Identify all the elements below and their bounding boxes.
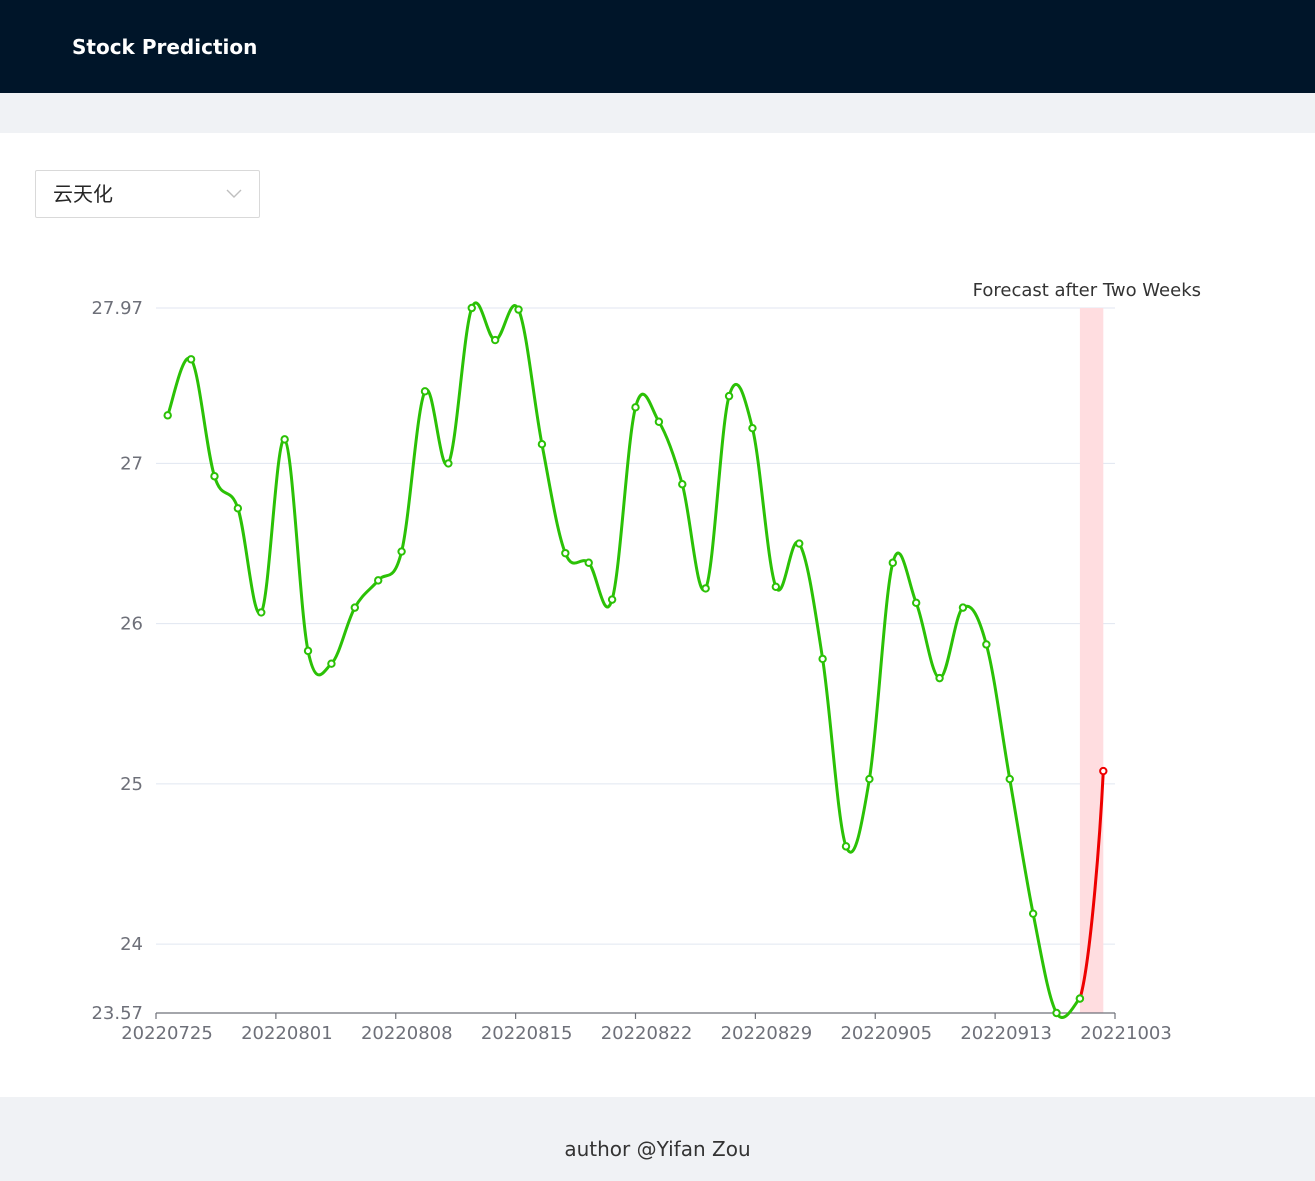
history-data-point: [280, 435, 289, 444]
author-credit: author @Yifan Zou: [564, 1137, 751, 1161]
history-data-point: [444, 459, 453, 468]
forecast-series-line: [1078, 770, 1105, 1000]
history-data-point: [701, 584, 710, 593]
history-data-point: [397, 547, 406, 556]
x-tick-label: 20220808: [361, 1023, 453, 1044]
history-data-point: [654, 417, 664, 426]
history-data-point: [911, 598, 921, 608]
history-data-point: [303, 646, 313, 656]
forecast-band-area: [1079, 308, 1104, 1013]
y-tick-label: 27: [120, 453, 143, 474]
history-data-point: [818, 654, 827, 664]
history-data-point: [678, 480, 687, 489]
history-data-point: [233, 504, 243, 513]
history-data-point: [537, 439, 547, 449]
x-tick-label: 20220822: [601, 1023, 693, 1044]
x-tick-label: 20220905: [840, 1023, 932, 1044]
x-tick-label: 20220801: [241, 1023, 333, 1044]
history-data-point: [771, 582, 781, 591]
history-data-point: [257, 608, 266, 617]
history-data-point: [795, 539, 804, 548]
x-tick-label: 20220913: [960, 1023, 1052, 1044]
history-data-point: [748, 423, 757, 433]
y-tick-label: 26: [120, 614, 143, 635]
stock-select[interactable]: 云天化: [35, 170, 260, 218]
history-data-point: [514, 305, 523, 314]
history-data-point: [724, 391, 734, 401]
history-data-point: [163, 411, 172, 420]
history-data-point: [186, 355, 196, 364]
data-points: [163, 303, 1108, 1018]
y-tick-label: 25: [120, 774, 143, 795]
history-data-point: [865, 774, 874, 784]
y-tick-label: 27.97: [91, 298, 143, 319]
history-data-point: [467, 303, 476, 313]
history-data-point: [350, 603, 360, 612]
x-tick-label: 20221003: [1080, 1023, 1172, 1044]
history-data-point: [561, 548, 570, 558]
x-tick-label: 20220829: [721, 1023, 813, 1044]
history-data-point: [1052, 1008, 1061, 1018]
forecast-band-label: Forecast after Two Weeks: [973, 280, 1201, 301]
history-data-point: [327, 659, 336, 668]
history-data-point: [374, 576, 383, 585]
axis-labels: 23.57 24 25 26 27 27.97 Forecast after Two Wee…: [91, 280, 1201, 1044]
history-data-point: [631, 403, 640, 412]
y-tick-label: 24: [120, 934, 143, 955]
history-data-point: [420, 387, 430, 396]
x-tick-label: 20220725: [121, 1023, 213, 1044]
history-data-point: [888, 558, 897, 567]
forecast-band: [1079, 308, 1104, 1013]
history-data-point: [958, 603, 968, 612]
history-data-point: [210, 472, 219, 481]
history-data-point: [584, 558, 593, 567]
history-data-point: [1005, 774, 1014, 784]
history-data-point: [935, 673, 944, 683]
x-tick-label: 20220815: [481, 1023, 573, 1044]
forecast-data-point: [1099, 766, 1108, 776]
history-data-point: [1028, 909, 1038, 918]
history-data-point: [607, 595, 617, 604]
history-data-point: [490, 335, 500, 345]
stock-line-chart: 23.57 24 25 26 27 27.97 Forecast after Two Wee…: [91, 280, 1201, 1044]
chevron-down-icon: [226, 189, 242, 198]
axes: [155, 1012, 1116, 1019]
history-data-point: [841, 842, 851, 851]
history-series-line: [166, 301, 1081, 1019]
app-footer: author @Yifan Zou: [0, 1097, 1315, 1181]
history-data-point: [982, 640, 991, 649]
app-title[interactable]: Stock Prediction: [72, 35, 258, 59]
app-header: Stock Prediction: [0, 0, 1315, 93]
y-tick-label: 23.57: [91, 1003, 143, 1024]
forecast-data-point: [1075, 994, 1085, 1003]
stock-select-value: 云天化: [53, 182, 113, 206]
